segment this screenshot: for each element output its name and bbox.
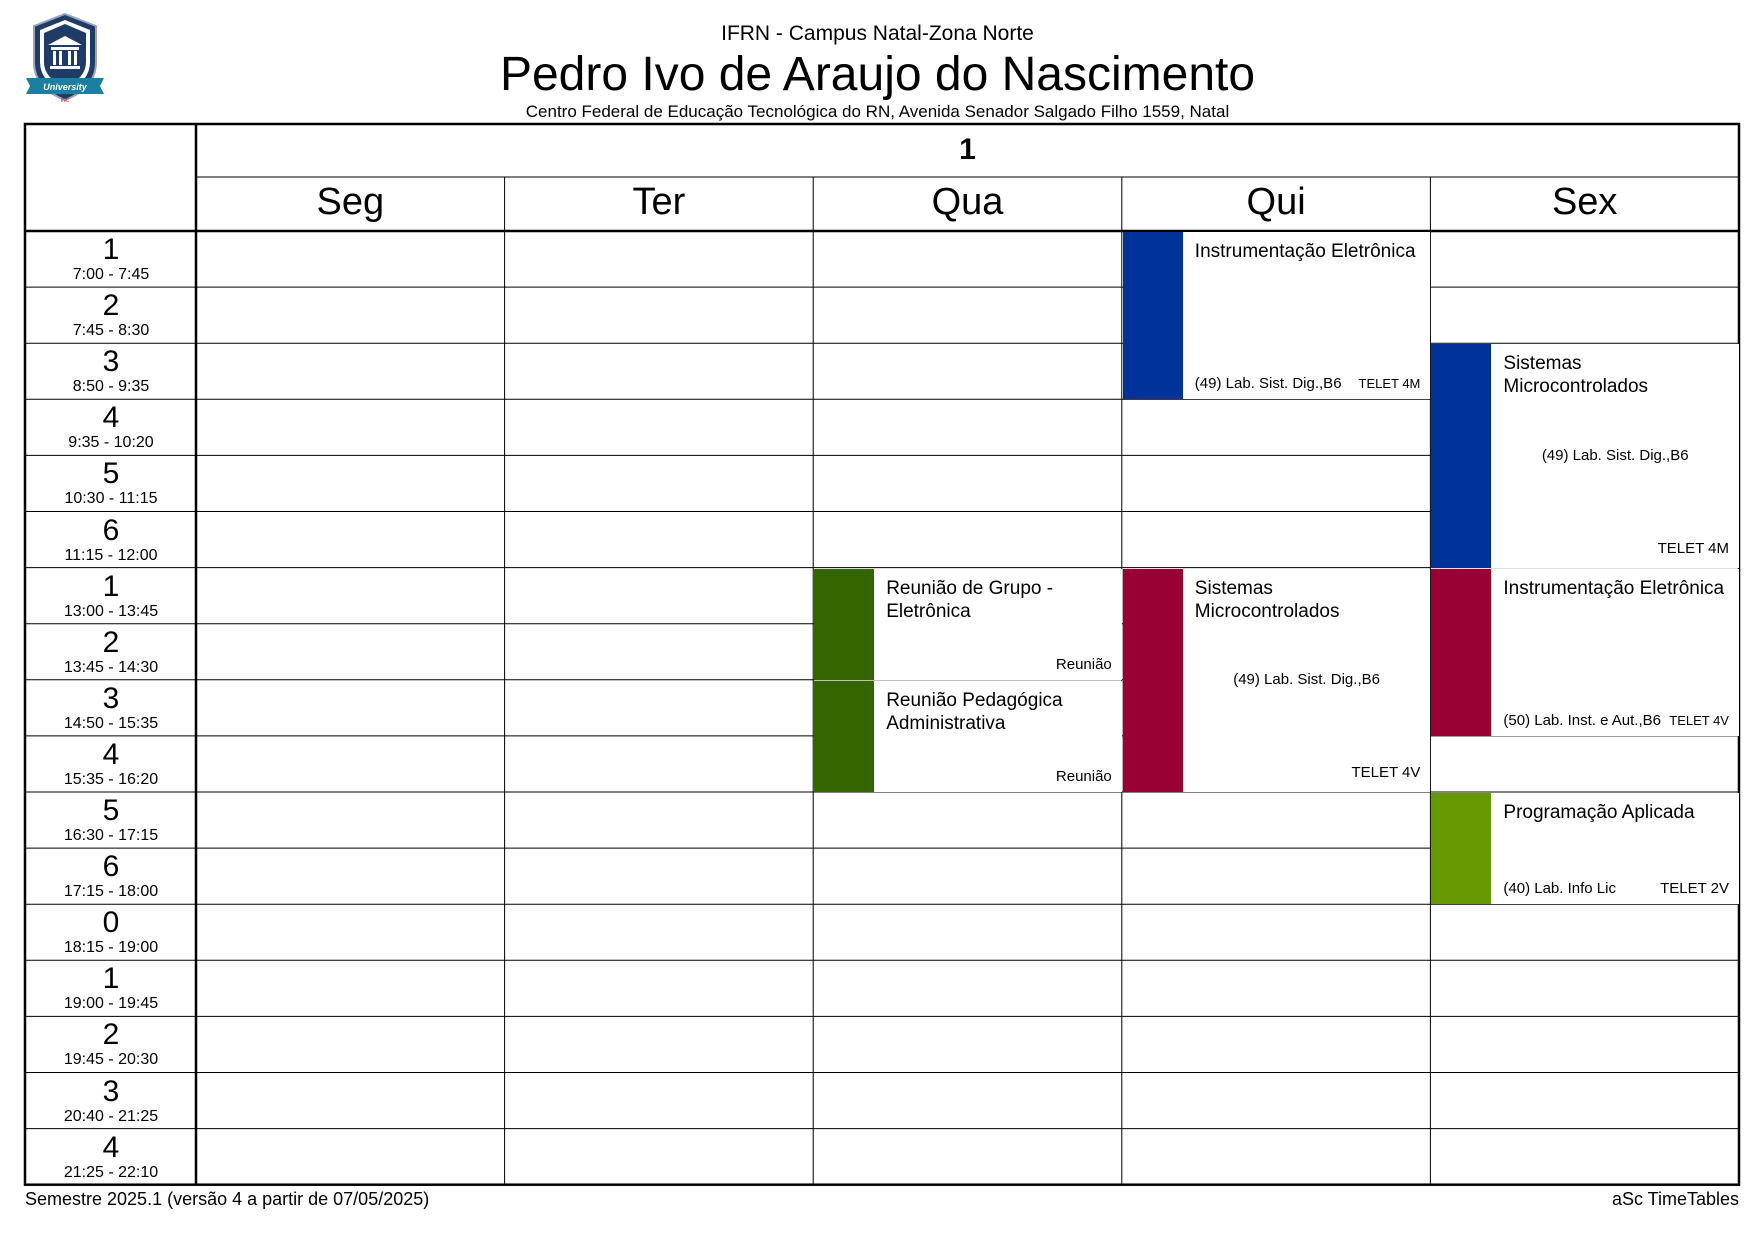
lesson-card[interactable]: Sistemas Microcontrolados (49) Lab. Sist.… <box>1122 568 1431 792</box>
lesson-color-bar <box>1431 793 1492 905</box>
period-number: 4 <box>102 1130 120 1164</box>
lesson-card[interactable]: Reunião Pedagógica Administrativa Reunião <box>814 680 1122 792</box>
grid-border <box>23 122 1741 1186</box>
lesson-card[interactable]: Instrumentação Eletrônica (50) Lab. Inst.… <box>1431 568 1739 736</box>
lesson-subject: Sistemas Microcontrolados <box>1503 353 1649 398</box>
period-number: 1 <box>102 569 120 603</box>
period-number: 4 <box>102 401 120 435</box>
lesson-subject: Programação Aplicada <box>1503 802 1695 823</box>
lesson-color-bar <box>1122 568 1183 792</box>
campus-name: IFRN - Campus Natal-Zona Norte <box>721 22 1034 45</box>
period-time: 9:35 - 10:20 <box>68 434 154 452</box>
period-number: 2 <box>102 1018 120 1052</box>
period-time: 20:40 - 21:25 <box>63 1107 159 1125</box>
period-time: 14:50 - 15:35 <box>63 714 159 732</box>
period-time: 13:45 - 14:30 <box>63 658 159 676</box>
university-logo: University INC <box>26 12 104 104</box>
period-time: 15:35 - 16:20 <box>63 770 159 788</box>
period-time: 10:30 - 11:15 <box>64 490 158 508</box>
day-header-ter: Ter <box>632 181 686 223</box>
lesson-card[interactable]: Sistemas Microcontrolados (49) Lab. Sist.… <box>1431 344 1739 568</box>
lesson-class: TELET 4M <box>1657 539 1729 557</box>
period-number: 0 <box>102 906 120 940</box>
period-number: 5 <box>102 794 120 827</box>
logo-text: University <box>43 82 88 92</box>
lesson-color-bar <box>814 680 875 792</box>
period-time: 21:25 - 22:10 <box>63 1163 159 1181</box>
period-number: 3 <box>102 681 120 715</box>
lesson-color-bar <box>814 568 875 680</box>
period-time: 11:15 - 12:00 <box>64 546 158 564</box>
period-time: 17:15 - 18:00 <box>63 883 159 901</box>
period-time: 7:45 - 8:30 <box>72 322 150 340</box>
period-number: 2 <box>102 625 120 659</box>
period-time: 19:45 - 20:30 <box>63 1051 159 1069</box>
period-number: 2 <box>102 289 120 323</box>
lesson-class: Reunião <box>1055 655 1112 673</box>
period-time: 13:00 - 13:45 <box>63 602 159 620</box>
lesson-room: (40) Lab. Info Lic <box>1503 880 1616 898</box>
logo-subtext: INC <box>61 98 70 104</box>
lesson-room: (49) Lab. Sist. Dig.,B6 <box>1541 446 1689 464</box>
lesson-room: (49) Lab. Sist. Dig.,B6 <box>1233 671 1380 689</box>
period-number: 6 <box>102 850 120 884</box>
period-time: 7:00 - 7:45 <box>72 266 150 283</box>
period-number: 5 <box>102 457 120 491</box>
lesson-room: (49) Lab. Sist. Dig.,B6 <box>1194 375 1342 393</box>
institution-address: Centro Federal de Educação Tecnológica d… <box>525 102 1230 121</box>
period-number: 4 <box>102 737 120 771</box>
lesson-subject: Instrumentação Eletrônica <box>1194 241 1416 262</box>
period-number: 1 <box>102 233 120 266</box>
lesson-class: TELET 4V <box>1351 763 1421 781</box>
period-time: 19:00 - 19:45 <box>63 995 159 1013</box>
period-time: 8:50 - 9:35 <box>72 378 150 396</box>
lesson-class: TELET 4M <box>1358 376 1421 392</box>
week-label: 1 <box>959 133 976 166</box>
day-header-qua: Qua <box>931 181 1004 223</box>
software-credit: aSc TimeTables <box>1611 1189 1739 1209</box>
lesson-class: TELET 2V <box>1660 880 1729 898</box>
lesson-color-bar <box>1431 568 1492 736</box>
day-header-seg: Seg <box>316 181 385 223</box>
lesson-color-bar <box>1122 232 1183 400</box>
lesson-card[interactable]: Reunião de Grupo - Eletrônica Reunião <box>814 568 1122 680</box>
lesson-color-bar <box>1431 344 1492 568</box>
lesson-card[interactable]: Programação Aplicada (40) Lab. Info Lic TE… <box>1431 793 1739 905</box>
semester-version: Semestre 2025.1 (versão 4 a partir de 07… <box>25 1189 430 1209</box>
lesson-class: Reunião <box>1055 767 1112 785</box>
day-header-qui: Qui <box>1246 181 1306 223</box>
day-header-sex: Sex <box>1551 181 1618 223</box>
lesson-card[interactable]: Instrumentação Eletrônica (49) Lab. Sist.… <box>1122 232 1431 400</box>
period-time: 16:30 - 17:15 <box>63 827 159 844</box>
teacher-name: Pedro Ivo de Araujo do Nascimento <box>499 48 1256 101</box>
lesson-subject: Reunião de Grupo - Eletrônica <box>886 577 1054 622</box>
lesson-subject: Reunião Pedagógica Administrativa <box>886 689 1063 734</box>
period-time: 18:15 - 19:00 <box>63 939 159 957</box>
lesson-subject: Instrumentação Eletrônica <box>1503 577 1725 599</box>
lesson-subject: Sistemas Microcontrolados <box>1194 577 1340 622</box>
lesson-class: TELET 4V <box>1669 712 1729 728</box>
period-number: 3 <box>102 1074 120 1108</box>
period-number: 3 <box>102 345 120 379</box>
period-number: 1 <box>102 962 120 996</box>
lesson-room: (50) Lab. Inst. e Aut.,B6 <box>1503 711 1661 729</box>
period-number: 6 <box>102 513 120 547</box>
